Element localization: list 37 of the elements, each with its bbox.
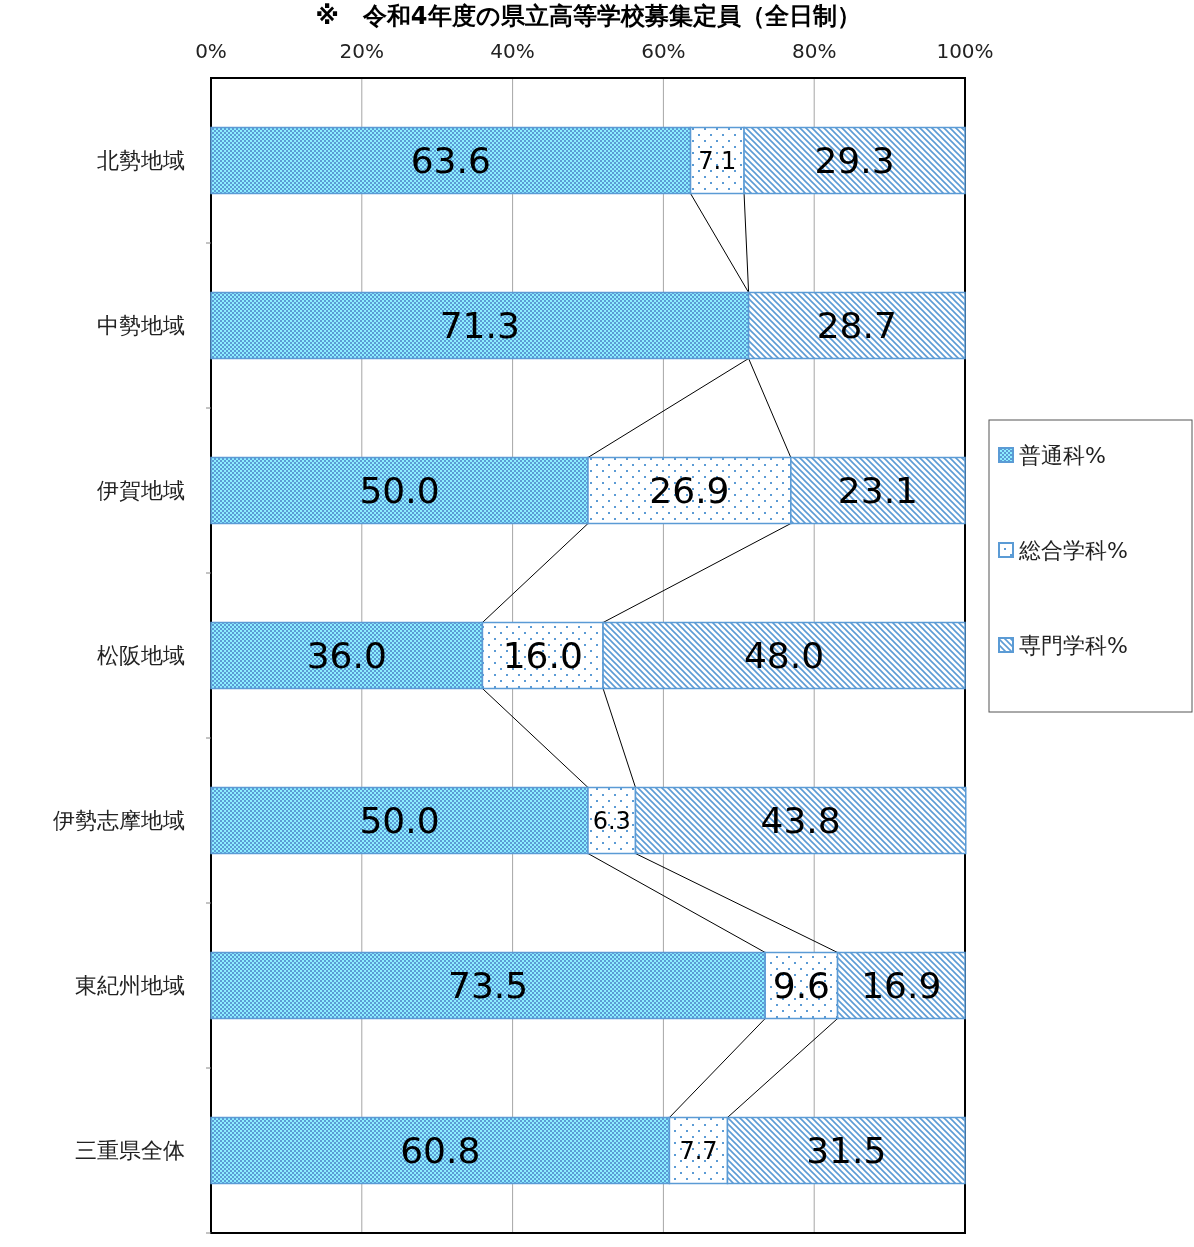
x-tick-label: 0%	[195, 39, 227, 63]
legend-label: 総合学科%	[1018, 537, 1128, 563]
legend-label: 専門学科%	[1019, 632, 1128, 658]
data-label: 71.3	[439, 305, 520, 346]
x-tick-label: 40%	[490, 39, 535, 63]
data-label: 48.0	[743, 635, 825, 676]
data-label: 50.0	[359, 800, 440, 841]
data-label: 43.8	[760, 800, 841, 841]
y-tick-label: 松阪地域	[97, 643, 185, 668]
data-label: 60.8	[400, 1130, 481, 1171]
legend-label: 普通科%	[1019, 442, 1106, 468]
y-tick-label: 伊勢志摩地域	[53, 808, 185, 833]
data-label: 9.6	[772, 965, 831, 1006]
data-label: 26.9	[649, 470, 730, 511]
data-label: 16.0	[502, 635, 583, 676]
x-tick-label: 60%	[641, 39, 686, 63]
data-label: 63.6	[410, 140, 491, 181]
data-label: 36.0	[306, 635, 387, 676]
data-label: 50.0	[359, 470, 440, 511]
data-label: 29.3	[814, 140, 895, 181]
y-tick-label: 北勢地域	[97, 148, 185, 173]
x-tick-label: 80%	[791, 39, 837, 63]
y-tick-label: 伊賀地域	[97, 478, 185, 503]
x-tick-label: 100%	[936, 39, 994, 63]
data-label: 16.9	[861, 965, 942, 1006]
data-label: 7.7	[679, 1136, 718, 1165]
y-tick-label: 中勢地域	[97, 313, 185, 338]
data-label: 28.7	[816, 305, 897, 346]
y-tick-label: 東紀州地域	[75, 973, 185, 998]
data-label: 31.5	[806, 1130, 887, 1171]
data-label: 23.1	[837, 470, 918, 511]
chart-title: ※ 令和4年度の県立高等学校募集定員（全日制）	[315, 2, 861, 30]
x-tick-label: 20%	[339, 39, 385, 63]
data-label: 73.5	[448, 965, 529, 1006]
data-label: 7.1	[698, 146, 737, 175]
y-tick-label: 三重県全体	[75, 1138, 185, 1163]
data-label: 6.3	[592, 806, 631, 835]
